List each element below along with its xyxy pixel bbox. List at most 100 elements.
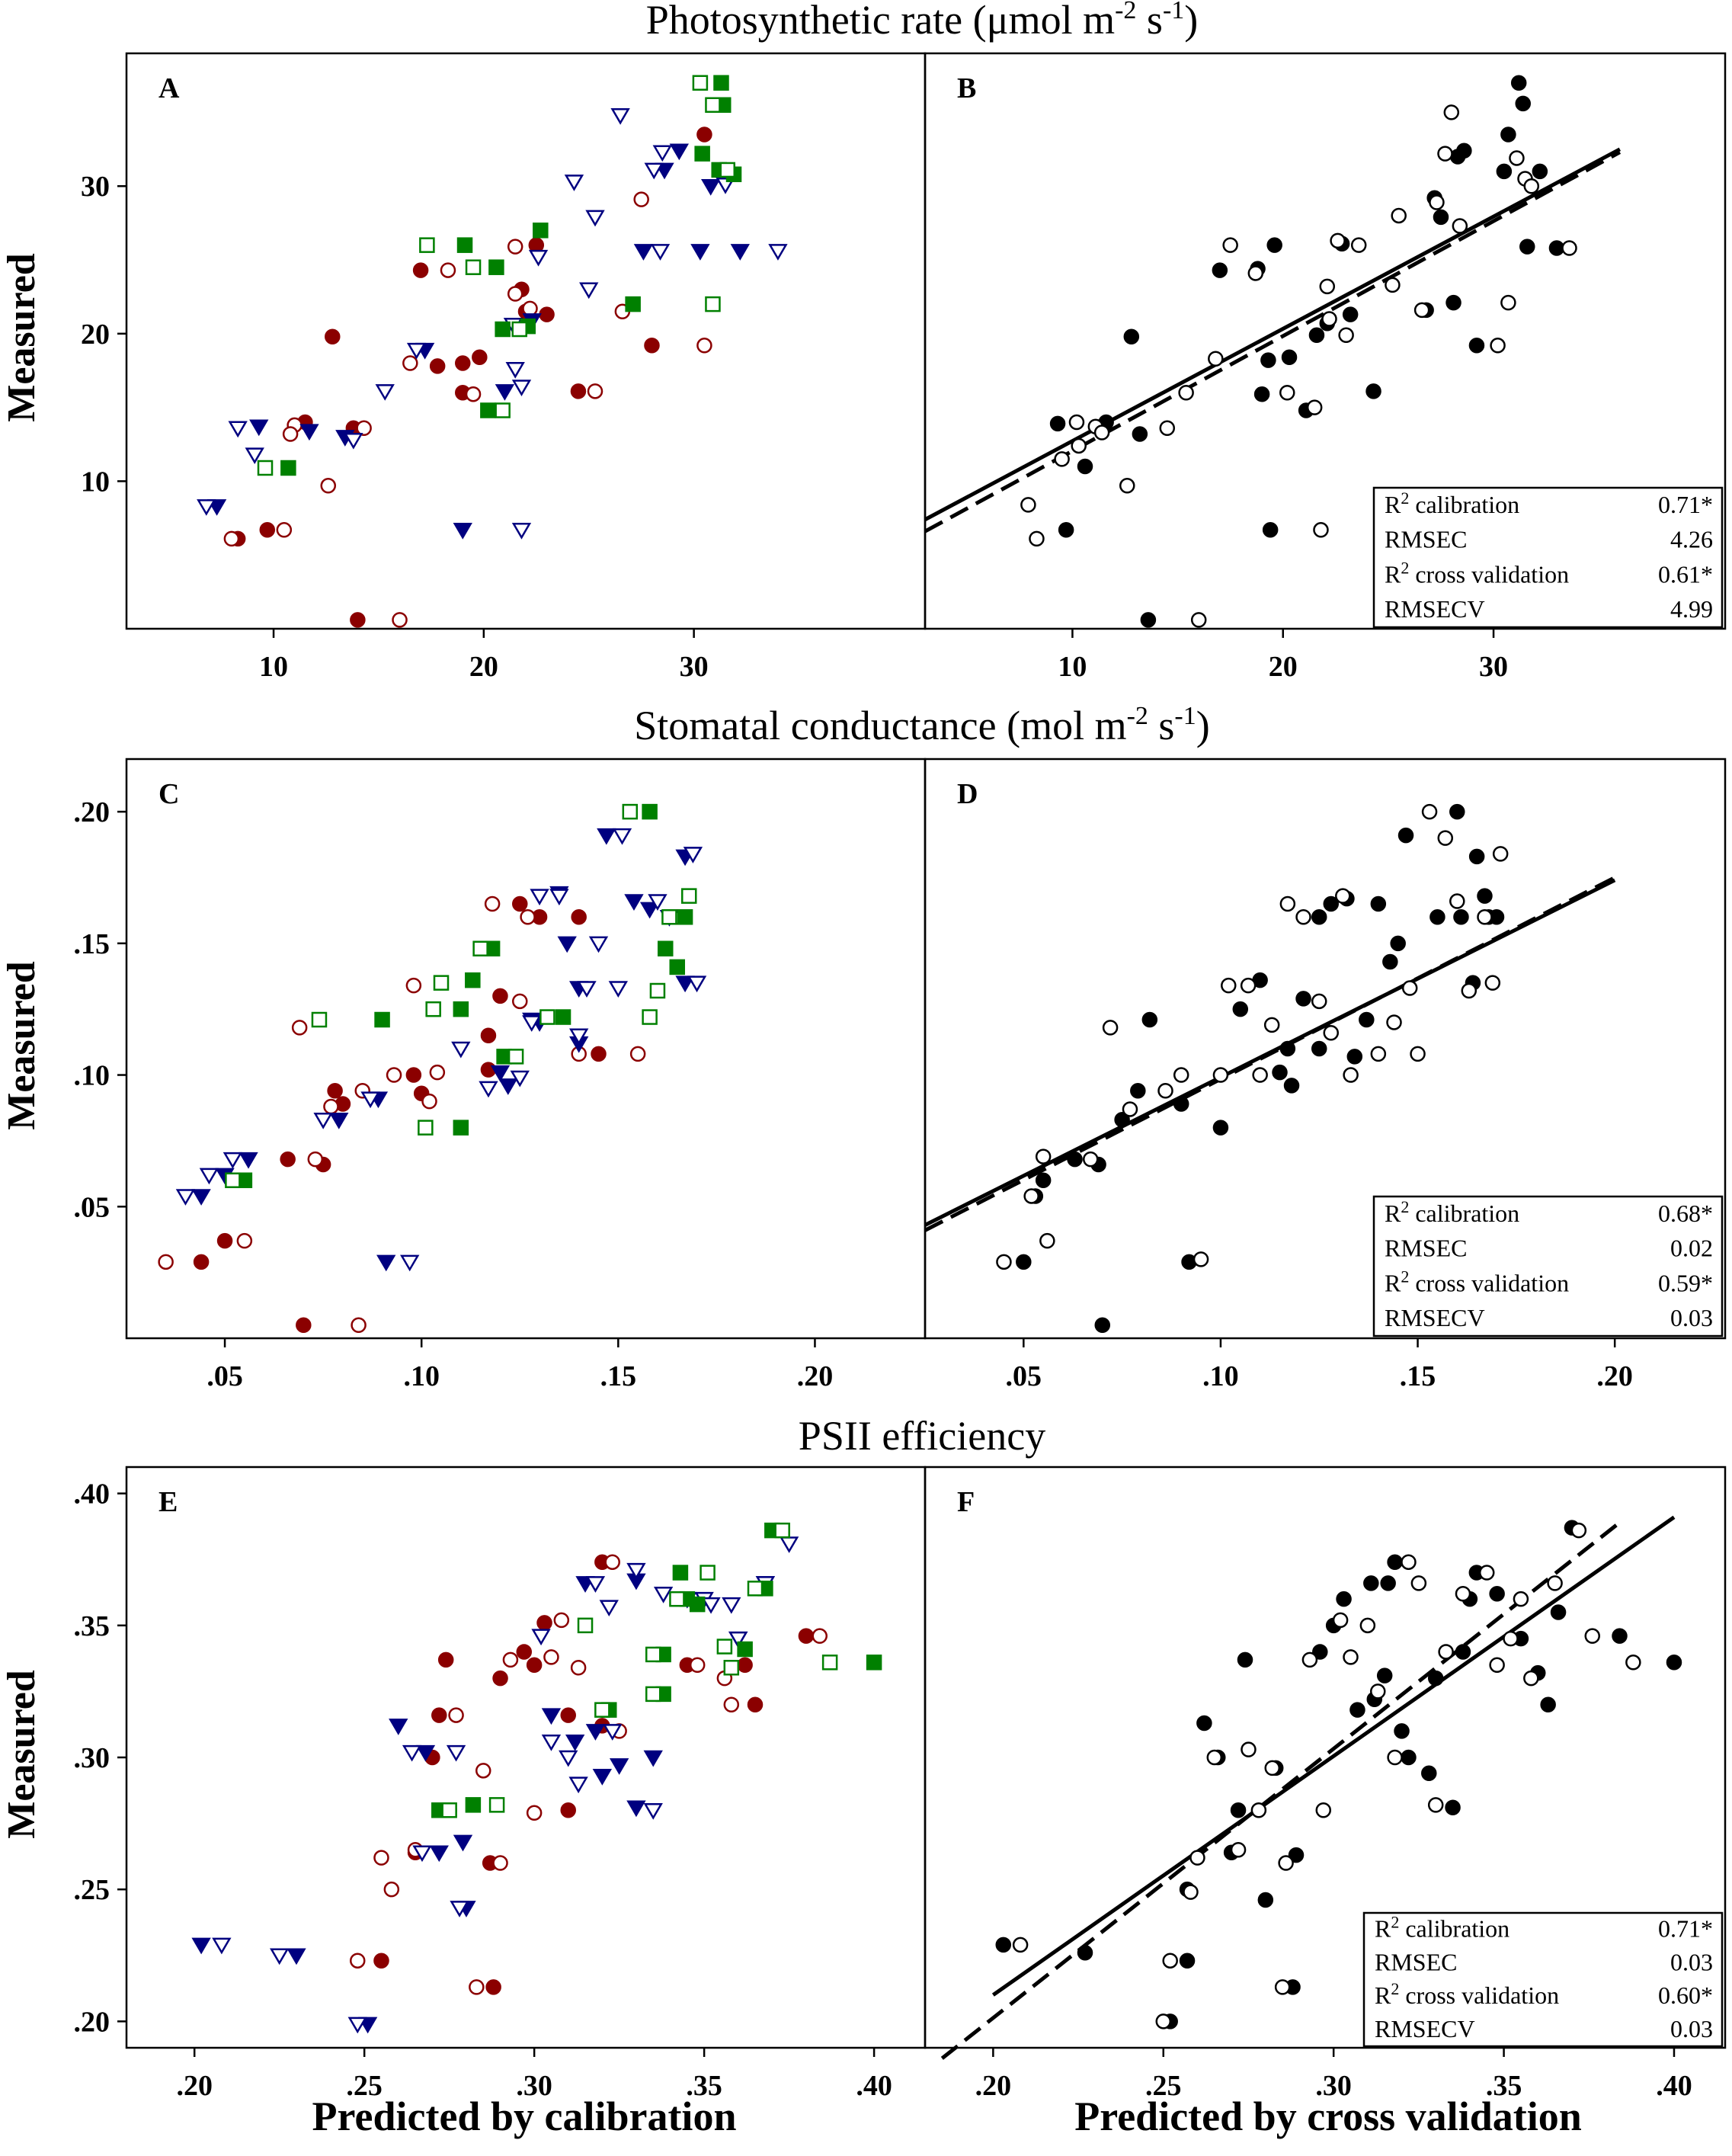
filled-circle-point [1212, 1120, 1229, 1136]
open-circle-point [1401, 1554, 1417, 1570]
green-open-square-point [700, 1565, 716, 1581]
dark-red-open-circle-point [526, 1805, 543, 1821]
dark-red-open-circle-point [507, 286, 523, 302]
dark-red-open-circle-point [392, 612, 408, 628]
open-circle-point [1461, 982, 1477, 999]
navy-open-triangle-point [402, 1744, 422, 1762]
dark-red-open-circle-point [276, 522, 293, 538]
green-filled-square-point [866, 1655, 882, 1671]
navy-open-triangle-point [479, 1081, 498, 1098]
green-open-square-point [705, 97, 721, 114]
green-open-square-point [716, 1639, 733, 1655]
dark-red-filled-circle-point [296, 1317, 312, 1333]
open-circle-point [1311, 993, 1327, 1010]
stats-box-frame [1372, 486, 1724, 629]
navy-filled-triangle-point [597, 828, 616, 845]
panel-f-psii-cross-validation: F .20 .25 .30 .35 .40 R2 calibration 0.71* RMSEC… [924, 1466, 1727, 2102]
open-circle-point [1093, 424, 1110, 440]
dark-red-filled-circle-point [560, 1707, 576, 1723]
open-circle-point [1279, 385, 1295, 401]
green-filled-square-point [689, 1596, 706, 1613]
open-circle-point [1484, 975, 1501, 991]
green-open-square-point [472, 940, 488, 956]
cross-validation-fit-line [924, 876, 1616, 1232]
open-circle-point [1492, 846, 1509, 862]
panel-frame [924, 1466, 1727, 2049]
filled-circle-point [1049, 415, 1066, 432]
filled-circle-point [1323, 895, 1340, 912]
panel-frame [924, 758, 1727, 1340]
x-tick-label: .05 [206, 1360, 243, 1392]
navy-open-triangle-point [505, 362, 525, 379]
navy-filled-triangle-point [626, 1800, 646, 1818]
open-circle-point [1449, 893, 1465, 909]
navy-filled-triangle-point [389, 1719, 408, 1735]
green-filled-square-point [669, 959, 686, 975]
green-open-square-point [488, 1797, 505, 1813]
cross-validation-fit-line [924, 150, 1622, 533]
filled-circle-point [1260, 352, 1276, 368]
green-filled-square-point [465, 972, 481, 988]
navy-filled-triangle-point [557, 936, 577, 953]
green-open-square-point [419, 237, 435, 253]
open-circle-point [1189, 1850, 1205, 1866]
green-open-square-point [433, 975, 450, 991]
open-circle-point [1350, 237, 1367, 253]
filled-circle-point [1123, 328, 1140, 344]
filled-circle-point [1266, 237, 1282, 253]
dark-red-open-circle-point [604, 1554, 620, 1570]
dark-red-filled-circle-point [325, 328, 341, 344]
navy-filled-triangle-point [453, 1834, 473, 1852]
open-circle-point [1321, 311, 1337, 327]
filled-circle-point [1515, 95, 1531, 112]
green-open-square-point [495, 402, 511, 418]
green-filled-square-point [533, 223, 549, 239]
filled-circle-point [1257, 1892, 1274, 1908]
green-filled-square-point [488, 259, 504, 275]
filled-circle-point [1094, 1317, 1111, 1333]
dark-red-open-circle-point [570, 1659, 587, 1676]
open-circle-point [1054, 451, 1070, 467]
dark-red-open-circle-point [543, 1649, 559, 1665]
y-axis-title-row2: Measured [0, 961, 43, 1130]
filled-circle-point [1387, 1554, 1403, 1570]
dark-red-filled-circle-point [431, 1707, 447, 1723]
dark-red-filled-circle-point [571, 909, 587, 925]
dark-red-filled-circle-point [259, 522, 276, 538]
stats-box-frame [1362, 1911, 1724, 2048]
filled-circle-point [1253, 386, 1270, 402]
x-tick-label: 20 [469, 651, 498, 683]
y-tick-label: .20 [74, 2006, 110, 2038]
dark-red-filled-circle-point [696, 127, 712, 143]
open-circle-point [1401, 980, 1418, 996]
filled-circle-point [1359, 1011, 1375, 1028]
x-tick-label: .05 [1006, 1360, 1042, 1392]
open-circle-point [1437, 146, 1453, 162]
open-circle-point [1306, 399, 1323, 415]
filled-circle-point [1429, 909, 1445, 925]
stat-r2-cross-validation-value: 0.61* [1658, 560, 1713, 588]
dark-red-open-circle-point [507, 239, 523, 255]
open-circle-point [1427, 1797, 1444, 1813]
filled-circle-point [1455, 1644, 1471, 1660]
x-tick-label: .20 [176, 2070, 213, 2102]
filled-circle-point [1016, 1254, 1032, 1270]
dark-red-filled-circle-point [798, 1628, 815, 1644]
navy-filled-triangle-point [609, 1758, 629, 1775]
x-tick-label: .40 [856, 2070, 892, 2102]
filled-circle-point [1141, 1011, 1158, 1028]
calibration-fit-line [924, 147, 1622, 521]
open-circle-point [1208, 351, 1224, 367]
stat-r2-calibration-label: R2 calibration [1385, 489, 1519, 518]
panel-b-photosynthetic-cross-validation: B 10 20 30 R2 calibration 0.71* RMSEC 4.26 R2 cr… [924, 52, 1727, 683]
stat-r2-calibration-value: 0.71* [1658, 1915, 1713, 1943]
dark-red-filled-circle-point [516, 1644, 533, 1660]
dark-red-filled-circle-point [412, 262, 429, 278]
open-circle-point [1212, 1067, 1229, 1083]
open-circle-point [1343, 1649, 1359, 1665]
filled-circle-point [1311, 909, 1327, 925]
open-circle-point [1478, 1565, 1495, 1581]
x-tick-label: 30 [1479, 651, 1508, 683]
dark-red-filled-circle-point [373, 1953, 389, 1969]
